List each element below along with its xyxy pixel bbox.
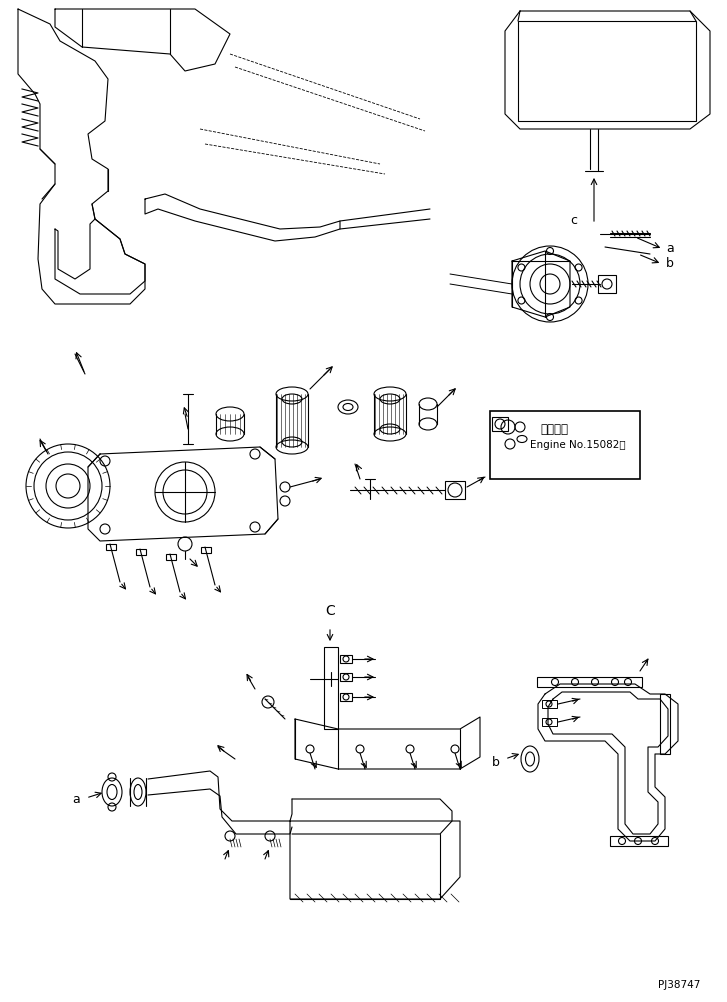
Text: c: c [570,213,577,226]
Bar [610,836,668,846]
Bar [136,549,146,555]
Bar [537,677,642,687]
Bar [166,554,176,560]
Bar [201,547,211,553]
Bar [445,482,465,500]
Bar [660,694,670,755]
Bar [340,655,352,663]
Bar [106,544,116,550]
Text: Engine No.15082～: Engine No.15082～ [530,440,626,450]
Bar [490,412,640,480]
Bar [324,647,338,729]
Text: PJ38747: PJ38747 [658,979,700,989]
Bar [542,718,557,726]
Bar [492,418,508,432]
Text: 適用号機: 適用号機 [540,423,568,436]
Bar [542,700,557,708]
Bar [518,22,696,122]
Text: C: C [325,603,335,617]
Bar [340,673,352,681]
Text: a: a [72,793,80,806]
Text: a: a [666,241,674,255]
Text: b: b [492,755,500,768]
Text: b: b [666,257,674,270]
Bar [340,693,352,701]
Bar [598,276,616,294]
